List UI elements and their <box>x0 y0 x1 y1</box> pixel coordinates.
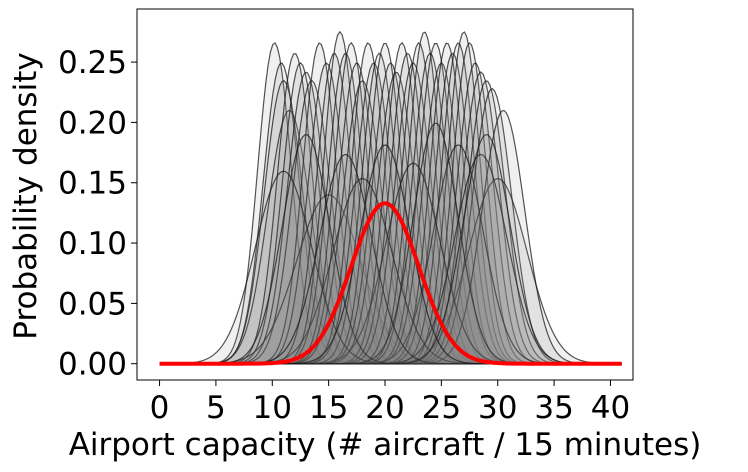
highlighted-density-curve <box>159 201 622 366</box>
background-density-curves <box>159 30 622 365</box>
density-area-46 <box>159 154 622 364</box>
density-area-26 <box>159 42 622 364</box>
density-area-47 <box>159 134 622 364</box>
density-area-45 <box>159 171 622 364</box>
y-tick-label-1: 0.05 <box>58 286 127 322</box>
x-tick-label-10: 10 <box>253 390 292 426</box>
x-tick-label-30: 30 <box>478 390 517 426</box>
y-tick-label-2: 0.10 <box>58 226 127 262</box>
density-area-3 <box>159 110 622 364</box>
x-axis: 0 5 10 15 20 25 30 35 40 <box>150 380 630 426</box>
density-area-49 <box>159 154 622 364</box>
density-area-39 <box>159 88 622 364</box>
y-axis-label: Probability density <box>8 52 44 339</box>
density-area-21 <box>159 62 622 364</box>
density-area-16 <box>159 80 622 364</box>
density-area-18 <box>159 63 622 364</box>
x-tick-label-25: 25 <box>422 390 461 426</box>
y-axis: 0.00 0.05 0.10 0.15 0.20 0.25 <box>58 45 137 383</box>
density-area-0 <box>159 43 622 364</box>
density-area-17 <box>159 43 622 364</box>
x-tick-label-5: 5 <box>206 390 226 426</box>
density-area-38 <box>159 81 622 364</box>
density-area-4 <box>159 53 622 364</box>
highlight-density-line <box>159 201 622 366</box>
density-area-24 <box>159 53 622 364</box>
x-tick-label-20: 20 <box>365 390 404 426</box>
x-tick-label-15: 15 <box>309 390 348 426</box>
x-axis-label: Airport capacity (# aircraft / 15 minute… <box>69 427 702 463</box>
density-area-41 <box>159 110 622 364</box>
density-area-40 <box>159 178 622 364</box>
x-tick-label-0: 0 <box>150 390 170 426</box>
density-area-22 <box>159 72 622 364</box>
density-area-37 <box>159 72 622 364</box>
y-tick-label-5: 0.25 <box>58 45 127 81</box>
density-area-51 <box>159 145 622 364</box>
density-area-25 <box>159 63 622 364</box>
density-area-44 <box>159 178 622 364</box>
density-area-19 <box>159 53 622 364</box>
x-tick-label-35: 35 <box>534 390 573 426</box>
density-area-43 <box>159 163 622 364</box>
y-tick-label-4: 0.20 <box>58 105 127 141</box>
density-area-50 <box>159 134 622 364</box>
y-tick-label-0: 0.00 <box>58 347 127 383</box>
x-tick-label-40: 40 <box>591 390 630 426</box>
y-tick-label-3: 0.15 <box>58 166 127 202</box>
